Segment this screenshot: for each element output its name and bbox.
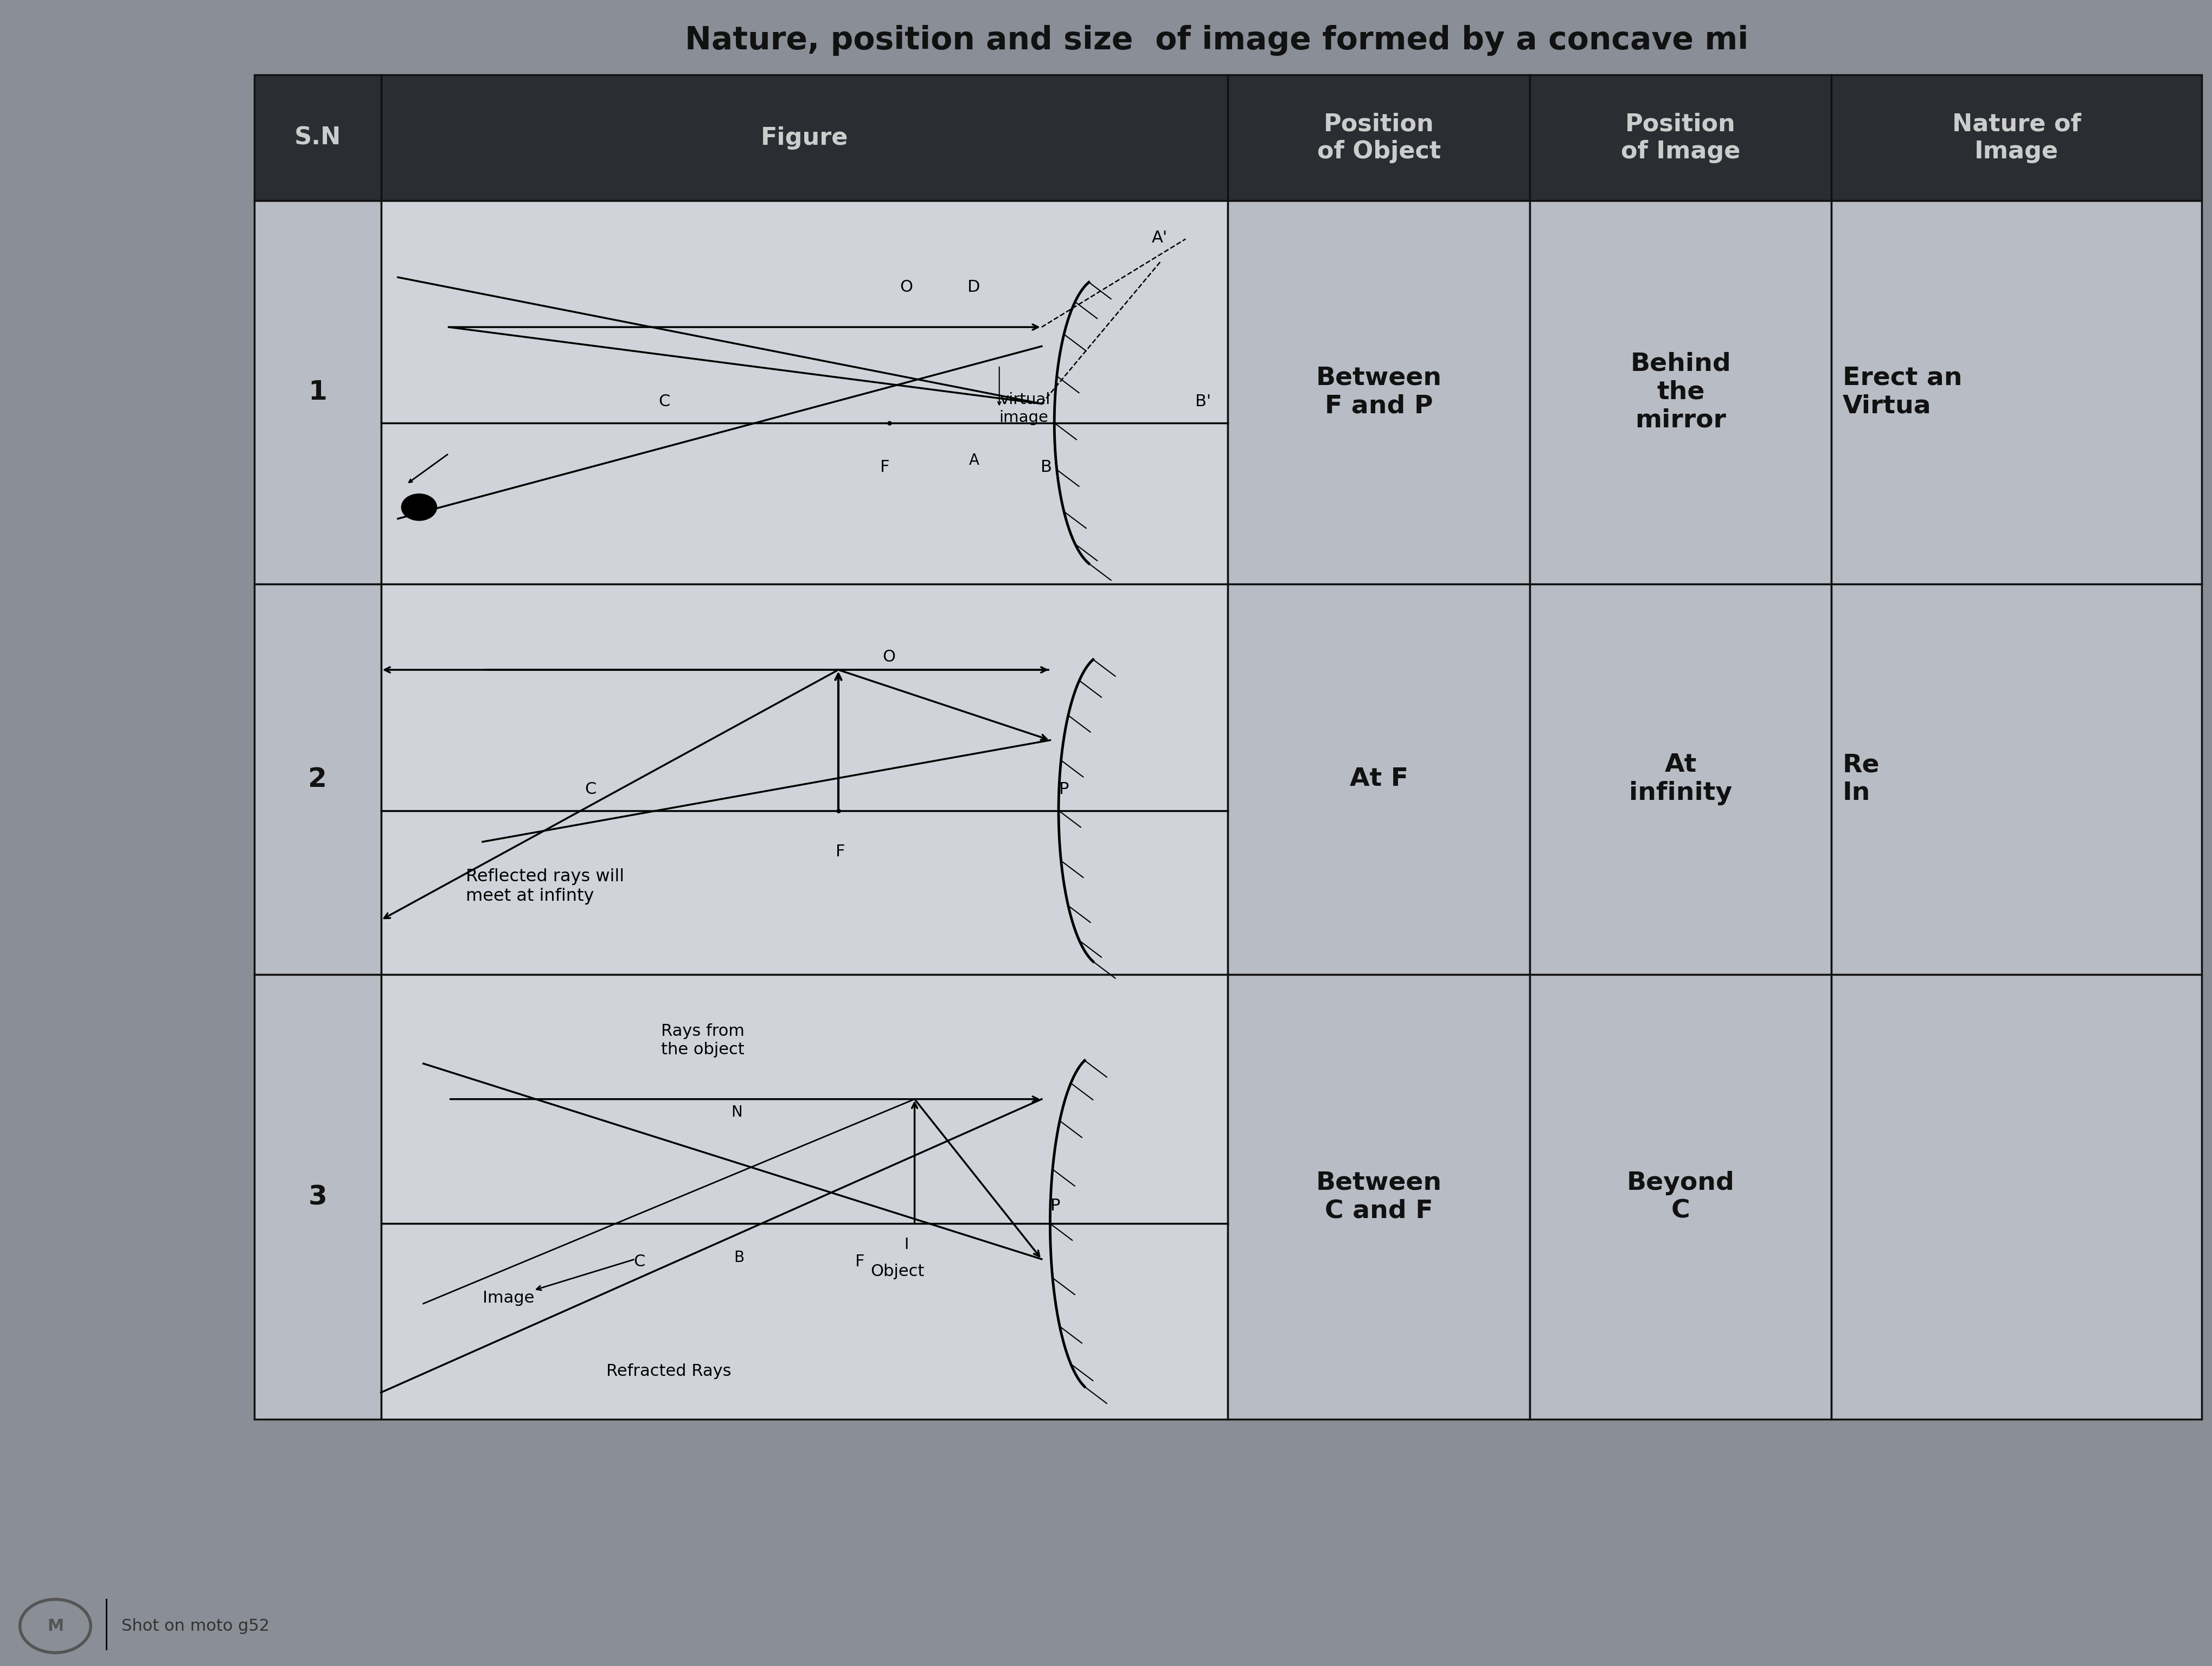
- Circle shape: [400, 493, 436, 520]
- Bar: [380, 975, 1228, 1419]
- Text: B: B: [1040, 460, 1051, 475]
- Text: Position
of Object: Position of Object: [1316, 113, 1440, 163]
- Text: C: C: [659, 393, 670, 410]
- Text: Nature of
Image: Nature of Image: [1951, 113, 2081, 163]
- Text: P: P: [1060, 781, 1068, 798]
- Text: F: F: [854, 1253, 865, 1269]
- Bar: [1832, 583, 2201, 975]
- Bar: [1528, 75, 1832, 200]
- Bar: [1832, 975, 2201, 1419]
- Text: Figure: Figure: [761, 127, 847, 150]
- Text: S.N: S.N: [294, 127, 341, 150]
- Text: B: B: [734, 1250, 743, 1266]
- Text: 3: 3: [307, 1185, 327, 1210]
- Text: C: C: [584, 781, 595, 798]
- Text: A: A: [969, 453, 978, 468]
- Text: Between
F and P: Between F and P: [1316, 367, 1442, 418]
- Text: Erect an
Virtua: Erect an Virtua: [1843, 367, 1962, 418]
- Bar: [254, 75, 380, 200]
- Text: O: O: [883, 650, 896, 665]
- Text: Re
In: Re In: [1843, 753, 1880, 806]
- Text: Position
of Image: Position of Image: [1621, 113, 1741, 163]
- Text: 2: 2: [307, 766, 327, 793]
- Text: N: N: [730, 1105, 743, 1120]
- Text: Rays from
the object: Rays from the object: [661, 1023, 745, 1058]
- Text: A': A': [1152, 230, 1168, 245]
- Bar: [1832, 75, 2201, 200]
- Text: Behind
the
mirror: Behind the mirror: [1630, 352, 1730, 433]
- Bar: [1528, 200, 1832, 583]
- Text: Reflected rays will
meet at infinty: Reflected rays will meet at infinty: [465, 868, 624, 905]
- Text: O: O: [900, 280, 911, 295]
- Text: F: F: [836, 845, 845, 860]
- Bar: [380, 200, 1228, 583]
- Text: F: F: [880, 460, 889, 475]
- Text: Beyond
C: Beyond C: [1626, 1171, 1734, 1223]
- Bar: [1832, 200, 2201, 583]
- Text: Nature, position and size  of image formed by a concave mi: Nature, position and size of image forme…: [686, 25, 1747, 57]
- Text: Shot on moto g52: Shot on moto g52: [122, 1618, 270, 1634]
- Text: P: P: [1051, 1198, 1060, 1213]
- Bar: [380, 583, 1228, 975]
- Text: B': B': [1194, 393, 1210, 410]
- Text: Refracted Rays: Refracted Rays: [606, 1363, 732, 1379]
- Bar: [1228, 975, 1528, 1419]
- Bar: [254, 583, 380, 975]
- Bar: [1228, 200, 1528, 583]
- Bar: [1528, 975, 1832, 1419]
- Text: 1: 1: [307, 380, 327, 405]
- Text: virtual
image: virtual image: [1000, 392, 1051, 425]
- Bar: [254, 975, 380, 1419]
- Text: At F: At F: [1349, 766, 1407, 791]
- Text: C: C: [633, 1253, 646, 1269]
- Bar: [1228, 75, 1528, 200]
- Bar: [1528, 583, 1832, 975]
- Bar: [380, 75, 1228, 200]
- Text: M: M: [46, 1618, 64, 1634]
- Text: Object: Object: [872, 1263, 925, 1279]
- Bar: [254, 200, 380, 583]
- Text: Image: Image: [482, 1289, 535, 1306]
- Text: Between
C and F: Between C and F: [1316, 1171, 1442, 1223]
- Text: I: I: [905, 1236, 909, 1253]
- Text: D: D: [967, 280, 980, 295]
- Text: At
infinity: At infinity: [1628, 753, 1732, 806]
- Bar: [1228, 583, 1528, 975]
